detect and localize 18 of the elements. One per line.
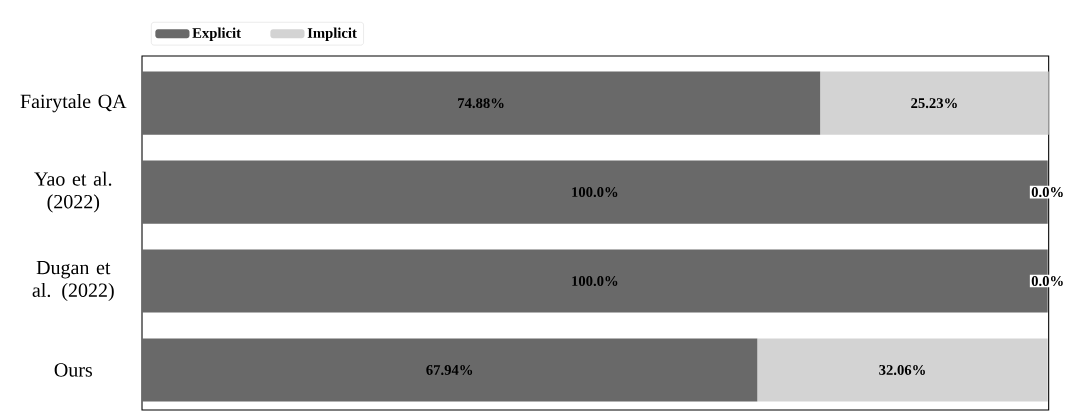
data-label: 67.94% xyxy=(426,365,473,375)
data-label: 0.0% xyxy=(1031,276,1063,287)
data-label: 100.0% xyxy=(572,276,618,287)
legend-label: Implicit xyxy=(307,27,357,41)
data-label: 0.0% xyxy=(1031,187,1063,198)
data-label: 32.06% xyxy=(879,365,925,375)
bar xyxy=(142,71,821,135)
legend-label: Explicit xyxy=(192,27,241,41)
y-tick-label: Ours xyxy=(54,363,92,377)
data-label: 74.88% xyxy=(458,98,504,109)
bar xyxy=(757,338,1048,402)
bar xyxy=(142,338,758,402)
data-label: 25.23% xyxy=(911,98,957,109)
y-tick-label: Dugan et al. (2022) xyxy=(32,261,114,302)
y-tick-label: Fairytale QA xyxy=(20,94,127,113)
y-tick-label: Yao et al. (2022) xyxy=(34,171,112,213)
bar xyxy=(820,71,1049,135)
data-label: 100.0% xyxy=(572,187,618,198)
